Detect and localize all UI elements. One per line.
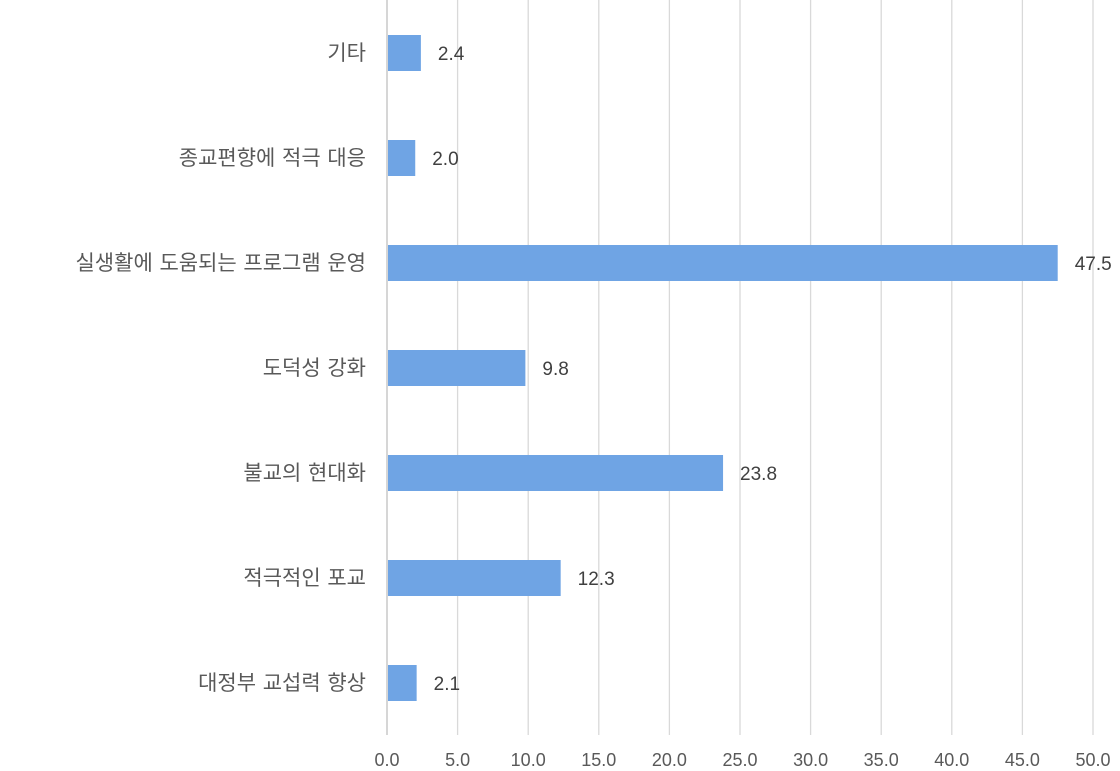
x-tick-label: 30.0 — [793, 750, 828, 770]
category-label: 실생활에 도움되는 프로그램 운영 — [75, 251, 366, 275]
x-tick-label: 10.0 — [511, 750, 546, 770]
x-tick-label: 15.0 — [581, 750, 616, 770]
category-label: 기타 — [327, 41, 366, 65]
category-label: 적극적인 포교 — [243, 566, 366, 590]
value-label: 47.5 — [1075, 254, 1112, 275]
value-label: 2.0 — [432, 149, 458, 170]
bar — [388, 350, 526, 386]
labels: 0.0 5.0 10.0 15.0 20.0 25.0 30.0 35.0 40.0 45.0 50… — [75, 41, 1111, 770]
x-tick-label: 45.0 — [1005, 750, 1040, 770]
x-tick-label: 50.0 — [1075, 750, 1110, 770]
value-label: 23.8 — [740, 464, 777, 485]
gridlines — [456, 0, 1094, 735]
value-label: 2.1 — [434, 674, 460, 695]
category-label: 종교편향에 적극 대응 — [179, 146, 366, 170]
bar — [388, 35, 421, 71]
x-tick-label: 20.0 — [652, 750, 687, 770]
x-tick-label: 40.0 — [934, 750, 969, 770]
category-label: 대정부 교섭력 향상 — [198, 671, 366, 695]
x-tick-label: 5.0 — [445, 750, 470, 770]
x-tick-label: 35.0 — [864, 750, 899, 770]
bar — [388, 455, 724, 491]
value-label: 9.8 — [542, 359, 568, 380]
bar — [388, 245, 1058, 281]
value-label: 12.3 — [578, 569, 615, 590]
bar — [388, 140, 416, 176]
value-label: 2.4 — [438, 44, 465, 65]
bar — [388, 560, 561, 596]
bar — [388, 665, 417, 701]
category-label: 도덕성 강화 — [263, 356, 366, 380]
bars — [388, 35, 1058, 701]
x-tick-label: 0.0 — [374, 750, 399, 770]
category-label: 불교의 현대화 — [243, 461, 366, 485]
x-tick-label: 25.0 — [722, 750, 757, 770]
